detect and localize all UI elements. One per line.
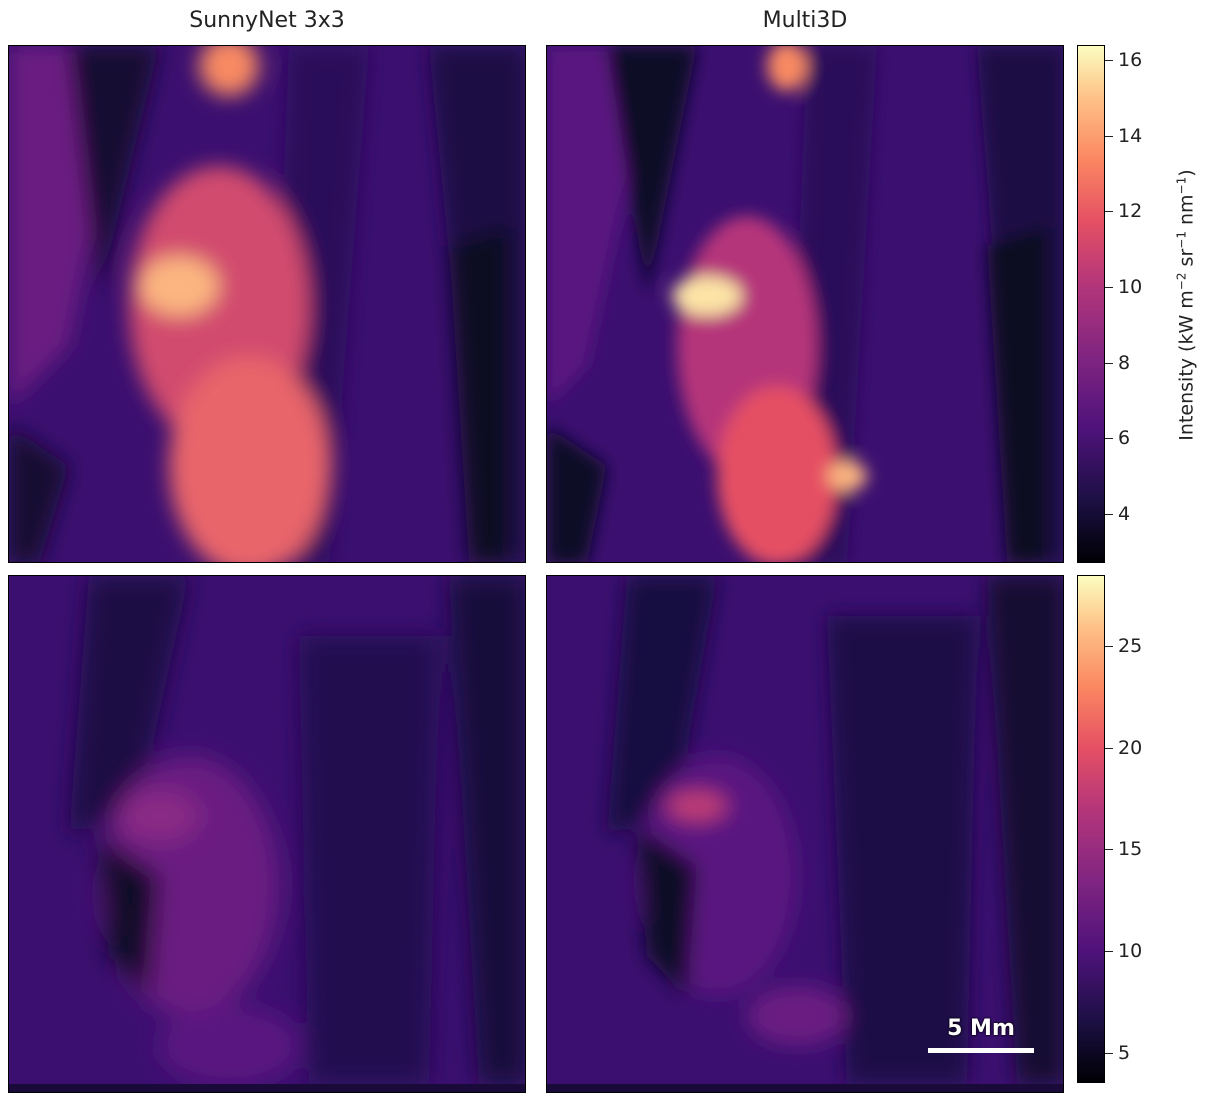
colorbar-tick-label: 15 <box>1118 838 1143 861</box>
colorbar-tick <box>1105 362 1113 364</box>
colorbar-tick <box>1105 60 1113 62</box>
colorbar-tick-label: 12 <box>1118 200 1143 223</box>
column-title-multi3d: Multi3D <box>762 8 848 33</box>
colorbar-tick-label: 8 <box>1118 351 1131 374</box>
colorbar-tick <box>1105 950 1113 952</box>
colorbar-tick <box>1105 211 1113 213</box>
colorbar-label: Intensity (kW m−2 sr−1 nm−1) <box>1174 169 1198 441</box>
panel-multi3d-bottom <box>546 575 1064 1093</box>
colorbar-tick-label: 16 <box>1118 49 1143 72</box>
colorbar-tick <box>1105 513 1113 515</box>
colorbar-top <box>1077 45 1105 563</box>
panel-sunnynet-bottom <box>8 575 526 1093</box>
scale-bar-label: 5 Mm <box>947 1016 1015 1041</box>
colorbar-tick-label: 10 <box>1118 939 1143 962</box>
scale-bar <box>928 1048 1034 1053</box>
colorbar-tick-label: 14 <box>1118 124 1143 147</box>
colorbar-tick <box>1105 747 1113 749</box>
panel-sunnynet-top <box>8 45 526 563</box>
colorbar-bottom <box>1077 575 1105 1083</box>
colorbar-tick-label: 4 <box>1118 502 1131 525</box>
colorbar-tick-label: 6 <box>1118 427 1131 450</box>
colorbar-tick <box>1105 438 1113 440</box>
column-title-sunnynet: SunnyNet 3x3 <box>189 8 345 33</box>
colorbar-tick-label: 10 <box>1118 275 1143 298</box>
colorbar-tick <box>1105 1052 1113 1054</box>
colorbar-tick-label: 20 <box>1118 736 1143 759</box>
colorbar-tick <box>1105 286 1113 288</box>
colorbar-tick <box>1105 849 1113 851</box>
colorbar-tick-label: 25 <box>1118 635 1143 658</box>
colorbar-tick <box>1105 646 1113 648</box>
colorbar-tick <box>1105 135 1113 137</box>
colorbar-tick-label: 5 <box>1118 1041 1131 1064</box>
panel-multi3d-top <box>546 45 1064 563</box>
